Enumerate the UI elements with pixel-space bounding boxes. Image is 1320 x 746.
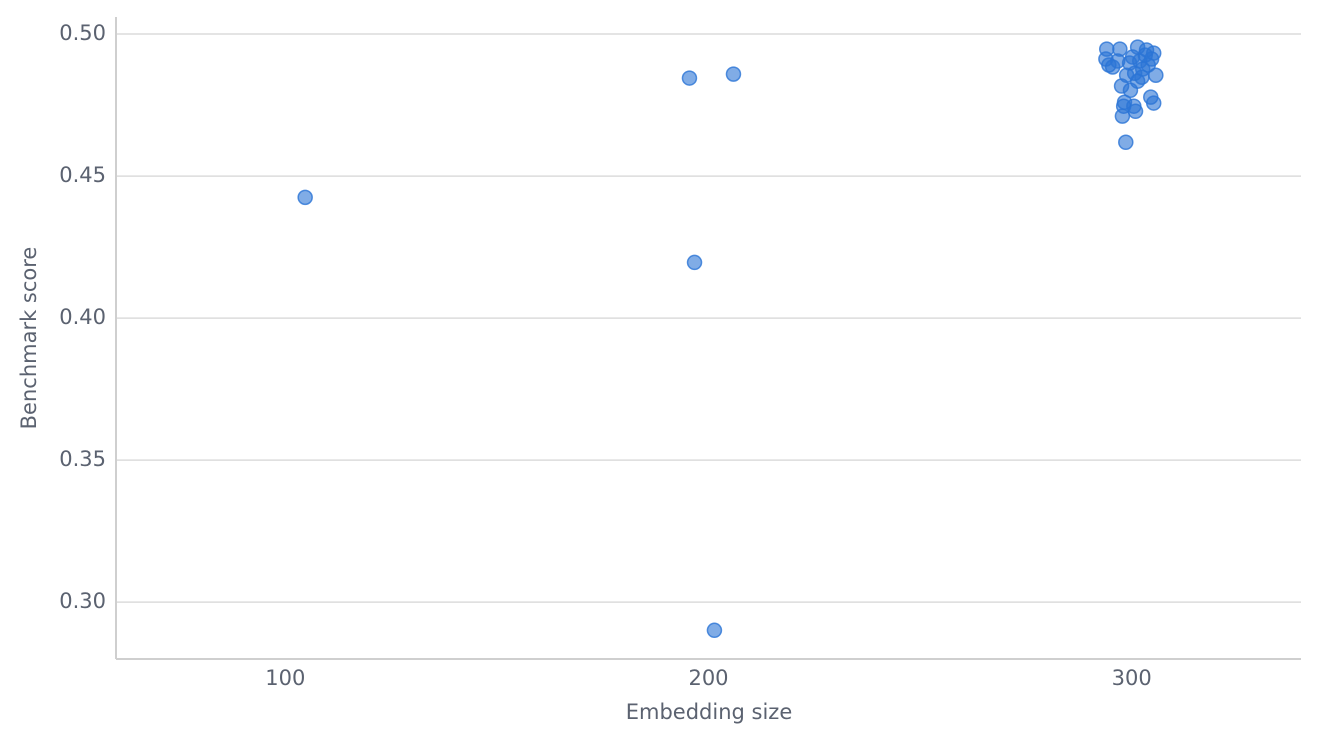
point — [725, 66, 742, 82]
y-axis-label: Benchmark score — [17, 247, 41, 430]
y-tick-label: 0.50 — [59, 21, 106, 45]
point — [686, 254, 703, 271]
x-axis-label: Embedding size — [626, 700, 793, 724]
point — [1114, 108, 1131, 124]
point — [1145, 95, 1162, 111]
y-tick-label: 0.45 — [59, 163, 106, 187]
point — [681, 70, 698, 86]
point — [706, 622, 723, 639]
point — [1129, 73, 1146, 89]
y-tick-label: 0.40 — [59, 305, 106, 329]
x-tick-label: 100 — [265, 666, 305, 690]
point — [1109, 53, 1126, 69]
point — [1127, 103, 1144, 120]
x-tick-label: 200 — [688, 666, 728, 690]
y-tick-label: 0.35 — [59, 447, 106, 471]
point — [1124, 49, 1141, 65]
point — [297, 189, 313, 206]
point — [1118, 134, 1134, 151]
x-tick-label: 300 — [1112, 666, 1152, 690]
y-tick-label: 0.30 — [59, 589, 106, 613]
point — [1137, 47, 1154, 63]
